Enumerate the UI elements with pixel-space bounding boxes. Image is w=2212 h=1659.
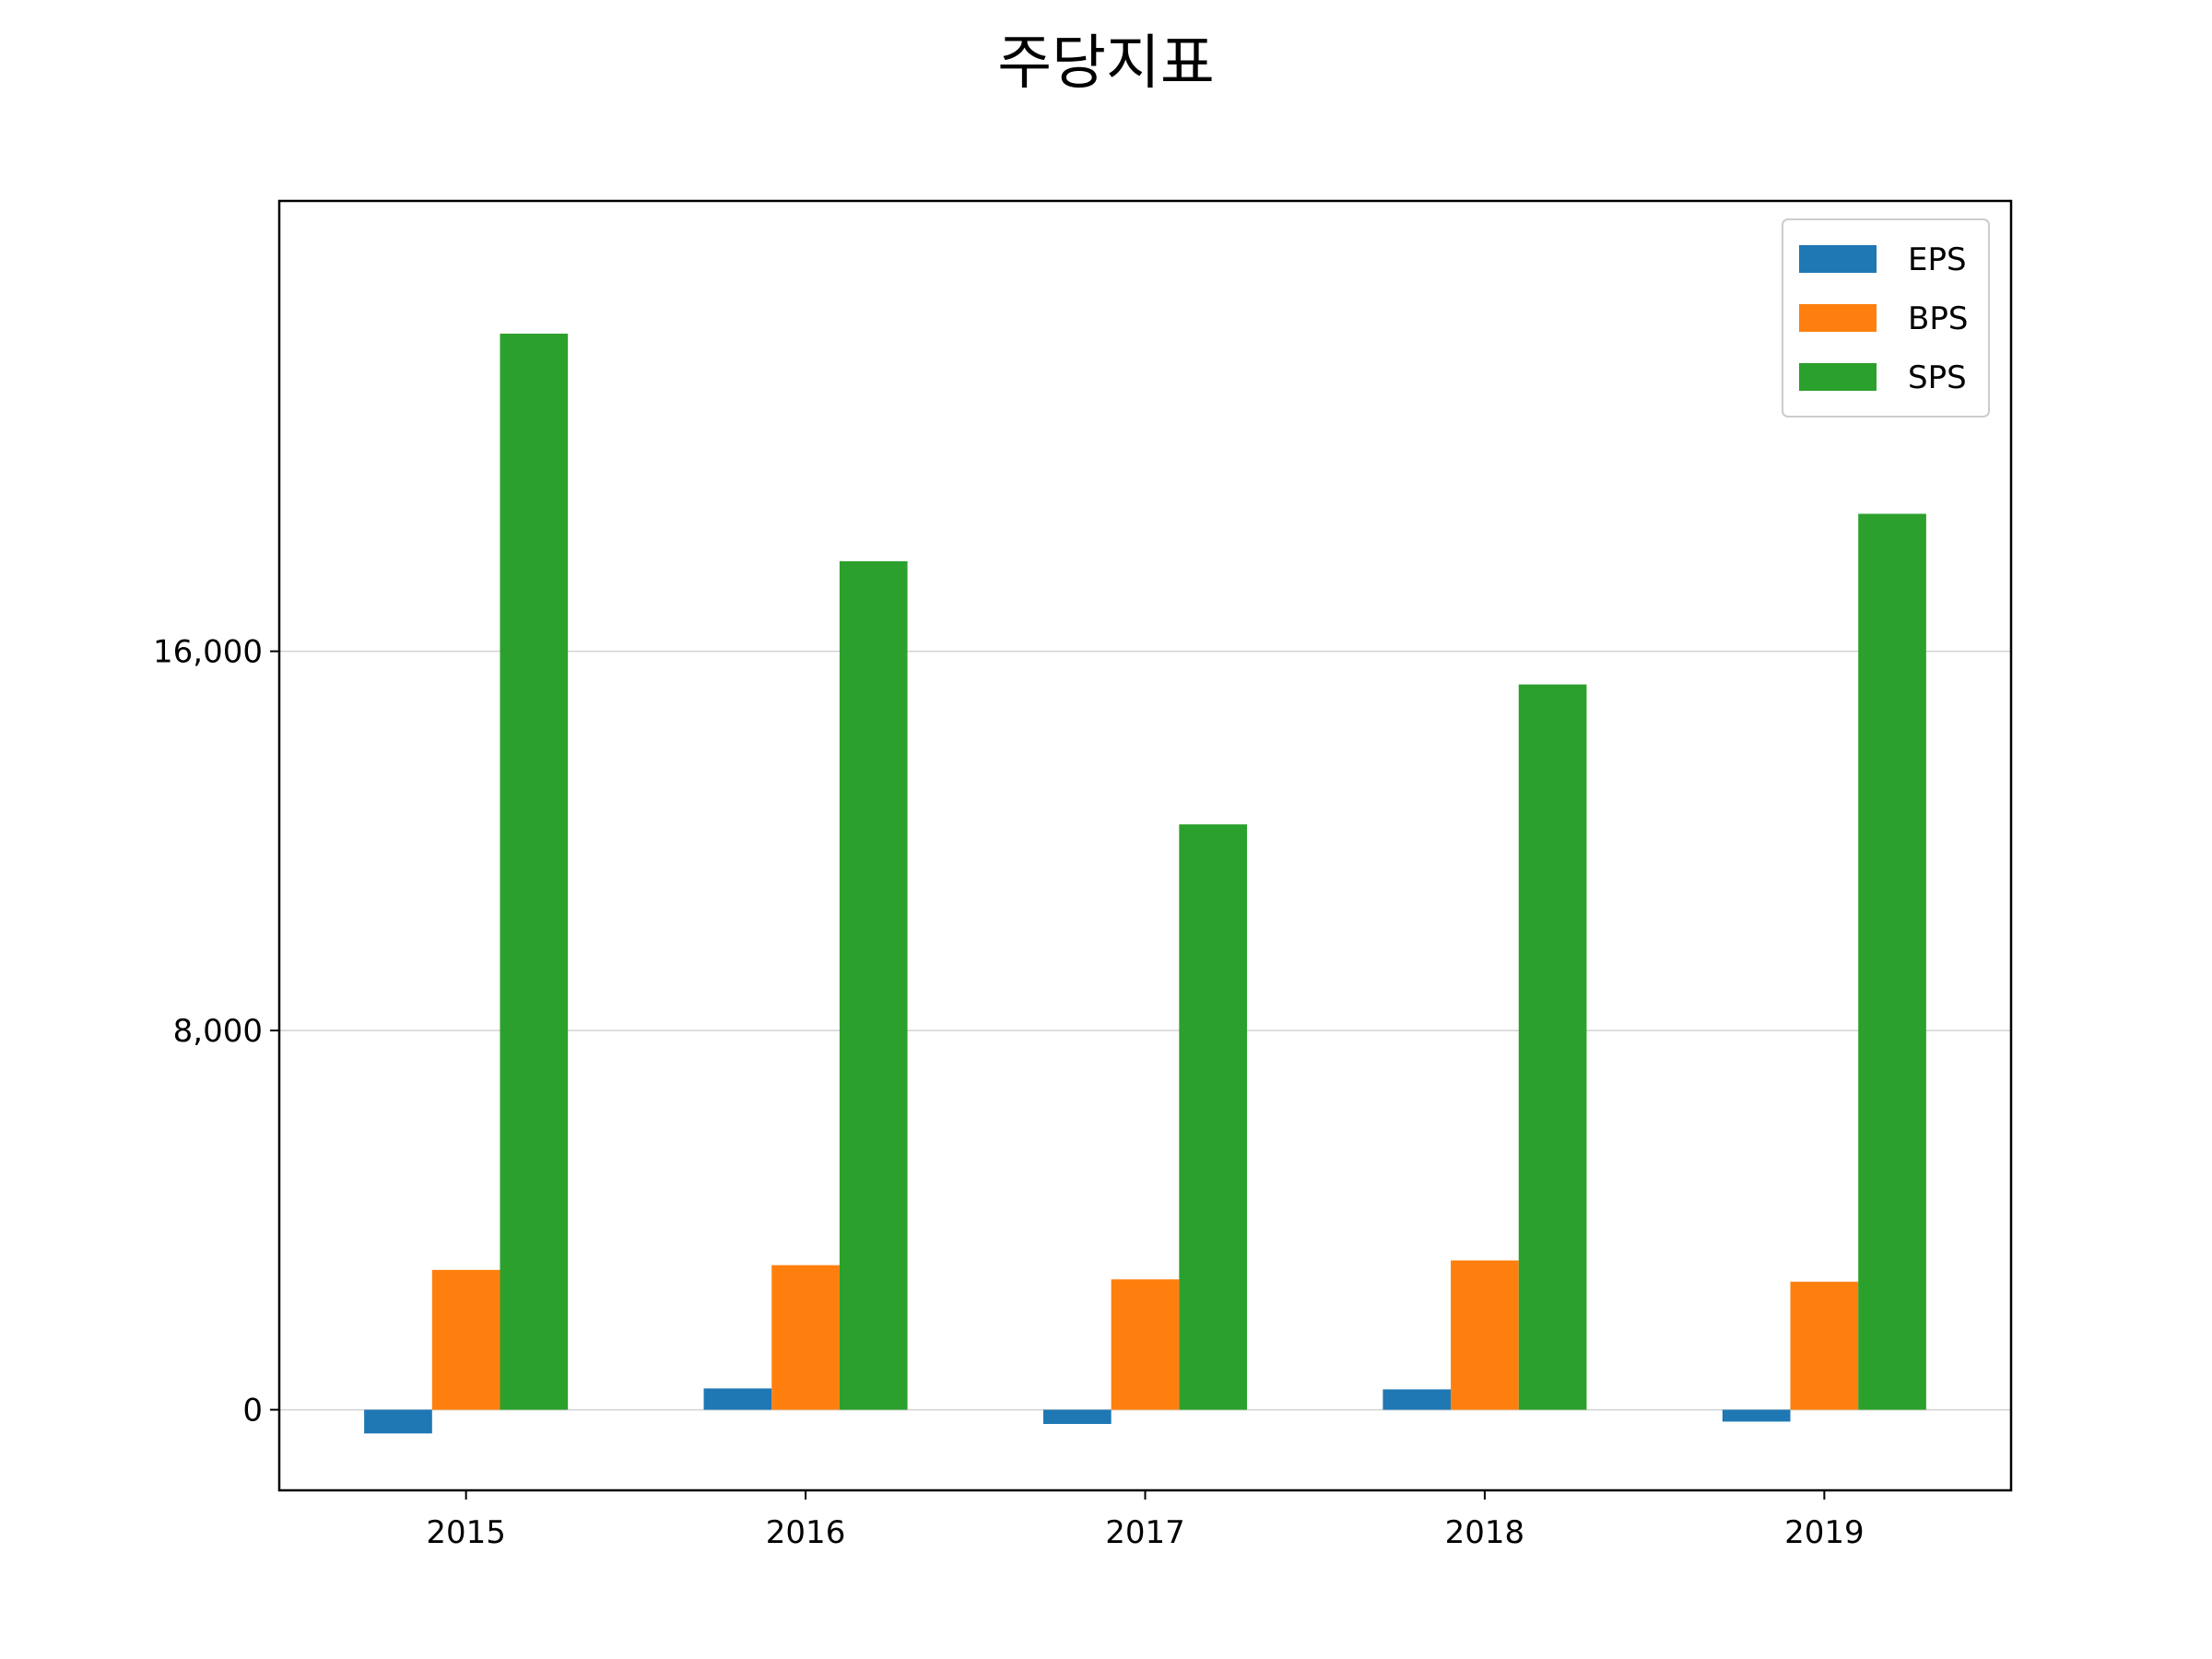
legend-swatch-eps xyxy=(1799,245,1877,273)
legend-label-sps: SPS xyxy=(1908,359,1967,396)
bars xyxy=(364,334,1926,1434)
x-tick-label-2017: 2017 xyxy=(1105,1514,1185,1551)
y-tick-label-1: 8,000 xyxy=(173,1013,263,1050)
bar-eps-2018 xyxy=(1382,1389,1452,1410)
bar-bps-2018 xyxy=(1451,1260,1519,1410)
x-tick-label-2018: 2018 xyxy=(1445,1514,1525,1551)
bar-sps-2018 xyxy=(1518,684,1587,1410)
bar-eps-2015 xyxy=(364,1409,432,1434)
legend-swatch-bps xyxy=(1799,304,1877,332)
bar-sps-2016 xyxy=(839,560,908,1410)
legend-label-bps: BPS xyxy=(1908,300,1968,337)
y-tick-label-2: 16,000 xyxy=(153,634,263,671)
bar-bps-2019 xyxy=(1790,1281,1859,1410)
y-axis: 0 8,000 16,000 xyxy=(153,634,279,1430)
x-tick-label-2015: 2015 xyxy=(426,1514,506,1551)
bar-eps-2017 xyxy=(1042,1409,1112,1424)
legend-label-eps: EPS xyxy=(1908,241,1967,278)
chart-title: 주당지표 xyxy=(997,29,1215,98)
x-axis: 2015 2016 2017 2018 2019 xyxy=(426,1490,1865,1551)
x-tick-label-2016: 2016 xyxy=(766,1514,846,1551)
bar-sps-2017 xyxy=(1179,824,1248,1410)
legend: EPS BPS SPS xyxy=(1782,218,1990,418)
bar-sps-2015 xyxy=(500,334,569,1410)
bar-bps-2017 xyxy=(1111,1279,1180,1410)
bar-eps-2016 xyxy=(703,1388,772,1410)
bar-bps-2015 xyxy=(431,1269,500,1410)
bar-bps-2016 xyxy=(771,1265,840,1410)
x-tick-label-2019: 2019 xyxy=(1784,1514,1865,1551)
legend-swatch-sps xyxy=(1799,363,1877,391)
bar-sps-2019 xyxy=(1858,513,1926,1410)
y-tick-label-0: 0 xyxy=(242,1393,263,1430)
bar-eps-2019 xyxy=(1722,1409,1791,1422)
